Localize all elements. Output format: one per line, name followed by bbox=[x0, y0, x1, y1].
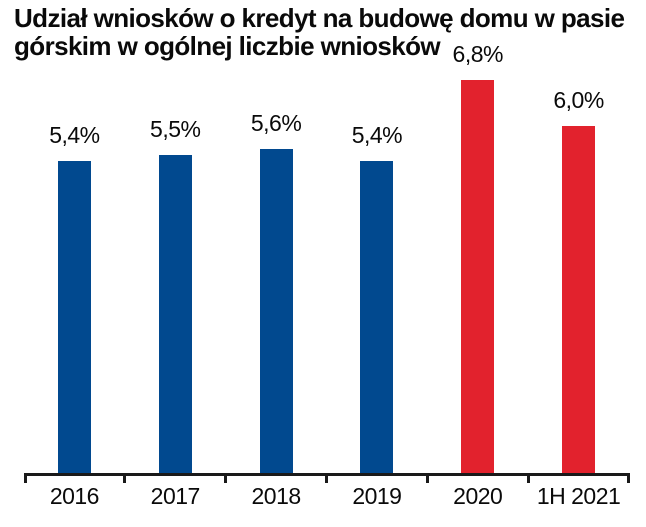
bar-value-label: 5,4% bbox=[351, 122, 403, 148]
x-axis-label: 1H 2021 bbox=[536, 483, 621, 509]
bar-2020 bbox=[461, 80, 495, 473]
x-axis-tick bbox=[627, 473, 630, 483]
bar-value-label: 5,4% bbox=[49, 122, 100, 148]
chart-title-line-2: górskim w ogólnej liczbie wniosków bbox=[14, 31, 441, 61]
bar-2017 bbox=[158, 155, 192, 473]
bar-value-label: 5,5% bbox=[150, 116, 201, 142]
chart-title: Udział wniosków o kredyt na budowę domu … bbox=[14, 4, 634, 60]
bar-value-label: 5,6% bbox=[250, 110, 302, 136]
x-axis-label: 2017 bbox=[150, 483, 201, 509]
x-axis-label: 2020 bbox=[453, 483, 503, 509]
bar-1h-2021 bbox=[562, 126, 596, 473]
x-axis-tick bbox=[325, 473, 328, 483]
x-axis-tick bbox=[24, 473, 27, 483]
bar-value-label: 6,0% bbox=[553, 87, 604, 113]
x-axis-label: 2018 bbox=[251, 483, 301, 509]
x-axis-tick bbox=[224, 473, 228, 483]
x-axis-tick bbox=[425, 473, 429, 483]
bar-value-label: 6,8% bbox=[452, 41, 504, 67]
x-axis-label: 2019 bbox=[352, 483, 402, 509]
x-axis-tick bbox=[526, 473, 530, 483]
x-axis-label: 2016 bbox=[49, 483, 100, 509]
chart-title-line-1: Udział wniosków o kredyt na budowę domu … bbox=[14, 3, 625, 33]
bar-2018 bbox=[259, 149, 293, 473]
x-axis-tick bbox=[123, 473, 127, 483]
bar-2016 bbox=[57, 161, 91, 473]
bar-2019 bbox=[360, 161, 394, 473]
